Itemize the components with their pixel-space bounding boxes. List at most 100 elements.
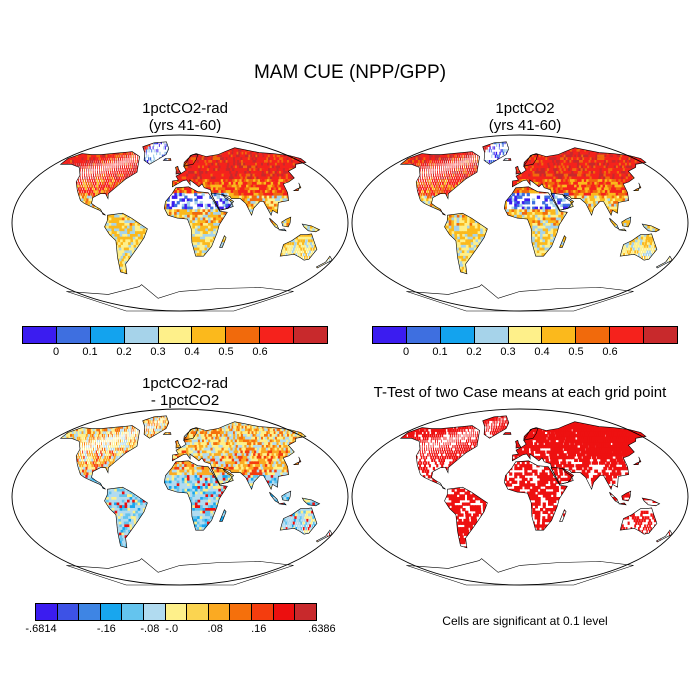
colorbar-swatch xyxy=(56,327,91,343)
coastline xyxy=(66,558,294,586)
coastline xyxy=(104,212,148,275)
map-panel-ttest xyxy=(351,408,689,586)
colorbar-panel-1-labels: 0 0.1 0.2 0.3 0.4 0.5 0.6 xyxy=(22,346,328,362)
colorbar-tick-label: 0.5 xyxy=(568,346,583,358)
coastline xyxy=(550,467,575,485)
coastline xyxy=(104,486,148,549)
colorbar-tick-label: .08 xyxy=(208,623,223,635)
colorbar-swatch xyxy=(23,327,57,343)
colorbar-swatch xyxy=(252,604,274,620)
colorbar-swatch xyxy=(144,604,166,620)
colorbar-tick-label: 0 xyxy=(53,346,59,358)
coastline xyxy=(523,154,539,167)
colorbar-tick-label: -.08 xyxy=(140,623,159,635)
coastline xyxy=(609,491,620,504)
colorbar-swatch xyxy=(90,327,125,343)
panel-title-bl-line1: 1pctCO2-rad xyxy=(20,375,350,392)
colorbar-tick-label: .6386 xyxy=(308,623,336,635)
colorbar-swatch xyxy=(373,327,407,343)
colorbar-tick-label: .16 xyxy=(251,623,266,635)
coastline xyxy=(162,158,172,161)
colorbar-swatch xyxy=(230,604,253,620)
coastline xyxy=(619,507,658,535)
coastline xyxy=(641,223,661,233)
coastline xyxy=(183,154,199,167)
coastline xyxy=(406,284,634,312)
colorbar-swatch xyxy=(100,604,123,620)
colorbar-swatch xyxy=(474,327,509,343)
coastline xyxy=(632,182,642,191)
map-border xyxy=(11,134,349,312)
coastline xyxy=(301,497,321,507)
colorbar-difference xyxy=(35,603,317,621)
panel-title-br-line1: T-Test of two Case means at each grid po… xyxy=(340,384,700,401)
colorbar-panel-2-labels: 0 0.1 0.2 0.3 0.4 0.5 0.6 xyxy=(372,346,678,362)
coastline xyxy=(175,165,182,175)
coastline xyxy=(210,193,235,211)
significance-note: Cells are significant at 0.1 level xyxy=(380,614,670,628)
colorbar-swatch xyxy=(576,327,611,343)
coastline xyxy=(618,502,627,506)
coastline xyxy=(621,490,632,502)
coastline xyxy=(292,456,302,465)
coastline xyxy=(482,141,510,165)
coastline xyxy=(163,186,228,257)
colorbar-tick-label: 0.4 xyxy=(534,346,549,358)
coastline xyxy=(619,233,658,261)
colorbar-tick-label: 0.5 xyxy=(218,346,233,358)
coastline xyxy=(515,165,522,175)
colorbar-tick-label: 0.2 xyxy=(466,346,481,358)
coastline xyxy=(444,486,488,549)
colorbar-swatch xyxy=(508,327,543,343)
coastline xyxy=(621,216,632,228)
coastline xyxy=(269,491,280,504)
coastline xyxy=(210,467,235,485)
colorbar-swatch xyxy=(192,327,227,343)
colorbar-tick-label: -.6814 xyxy=(25,623,56,635)
colorbar-swatch xyxy=(295,604,316,620)
coastline xyxy=(511,421,647,491)
coastline xyxy=(175,439,182,449)
coastline xyxy=(281,216,292,228)
panel-title-tr: 1pctCO2 (yrs 41-60) xyxy=(360,100,690,134)
coastline xyxy=(163,460,228,531)
colorbar-swatch xyxy=(57,604,80,620)
colorbar-tick-label: 0.4 xyxy=(184,346,199,358)
coastline xyxy=(183,428,199,441)
coastline xyxy=(515,439,522,449)
coastline xyxy=(292,182,302,191)
colorbar-swatch xyxy=(406,327,441,343)
coastline xyxy=(219,509,227,522)
colorbar-tick-label: 0 xyxy=(403,346,409,358)
coastline xyxy=(632,456,642,465)
coastline xyxy=(559,235,567,248)
colorbar-swatch xyxy=(124,327,159,343)
colorbar-difference-labels: -.6814 -.16 -.08 -.0 .08 .16 .6386 xyxy=(25,623,335,639)
colorbar-swatch xyxy=(208,604,231,620)
colorbar-swatch xyxy=(440,327,475,343)
coastline xyxy=(502,432,512,435)
coastline xyxy=(59,425,140,490)
coastline xyxy=(219,235,227,248)
coastline xyxy=(444,212,488,275)
panel-title-tl-line1: 1pctCO2-rad xyxy=(20,100,350,117)
colorbar-swatch xyxy=(260,327,295,343)
coastline xyxy=(281,490,292,502)
coastline xyxy=(559,509,567,522)
coastline xyxy=(142,415,170,439)
coastline xyxy=(399,151,480,216)
map-panel-difference xyxy=(11,408,349,586)
colorbar-swatch xyxy=(273,604,296,620)
coastline xyxy=(162,432,172,435)
colorbar-swatch xyxy=(79,604,101,620)
panel-title-tr-line2: (yrs 41-60) xyxy=(360,117,690,134)
coastline xyxy=(609,217,620,230)
colorbar-swatch xyxy=(294,327,328,343)
coastline xyxy=(278,228,287,232)
coastline xyxy=(523,428,539,441)
coastline xyxy=(502,158,512,161)
colorbar-panel-2 xyxy=(372,326,678,344)
colorbar-swatch xyxy=(158,327,193,343)
coastline xyxy=(142,141,170,165)
colorbar-tick-label: 0.2 xyxy=(116,346,131,358)
